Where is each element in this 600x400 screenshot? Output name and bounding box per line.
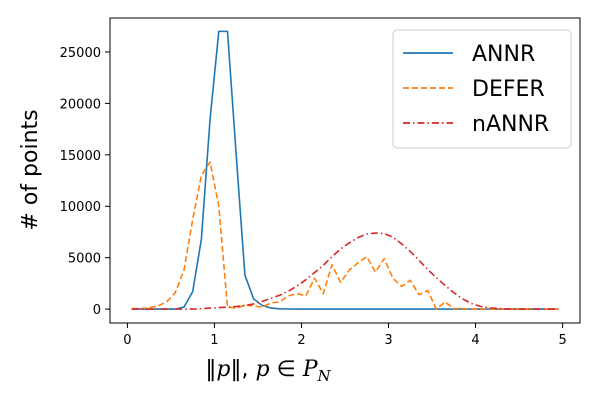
x-tick-label: 2 xyxy=(297,333,305,348)
y-tick-label: 0 xyxy=(93,303,101,318)
x-tick-label: 0 xyxy=(123,333,131,348)
series-line-defer xyxy=(131,161,559,310)
legend: ANNR DEFER nANNR xyxy=(392,29,572,149)
series-layer xyxy=(131,30,559,310)
legend-label-annr: ANNR xyxy=(472,42,535,67)
y-tick-label: 5000 xyxy=(68,252,101,267)
x-tick-label: 1 xyxy=(210,333,218,348)
y-axis-label: # of points xyxy=(18,109,43,230)
x-tick-label: 5 xyxy=(558,333,566,348)
legend-box xyxy=(392,29,572,149)
legend-label-defer: DEFER xyxy=(472,77,545,102)
x-tick-label: 4 xyxy=(471,333,479,348)
x-axis-label: ‖p‖, p ∈ PN xyxy=(205,357,331,385)
legend-label-nannr: nANNR xyxy=(472,112,549,137)
y-tick-label: 10000 xyxy=(60,200,101,215)
series-line-annr xyxy=(131,30,559,310)
y-tick-label: 15000 xyxy=(60,149,101,164)
y-tick-label: 20000 xyxy=(60,97,101,112)
y-axis-ticks: 0 5000 10000 15000 20000 25000 xyxy=(60,46,110,318)
y-tick-label: 25000 xyxy=(60,46,101,61)
x-tick-label: 3 xyxy=(384,333,392,348)
x-axis-ticks: 0 1 2 3 4 5 xyxy=(123,323,567,348)
plot-frame xyxy=(109,17,581,324)
